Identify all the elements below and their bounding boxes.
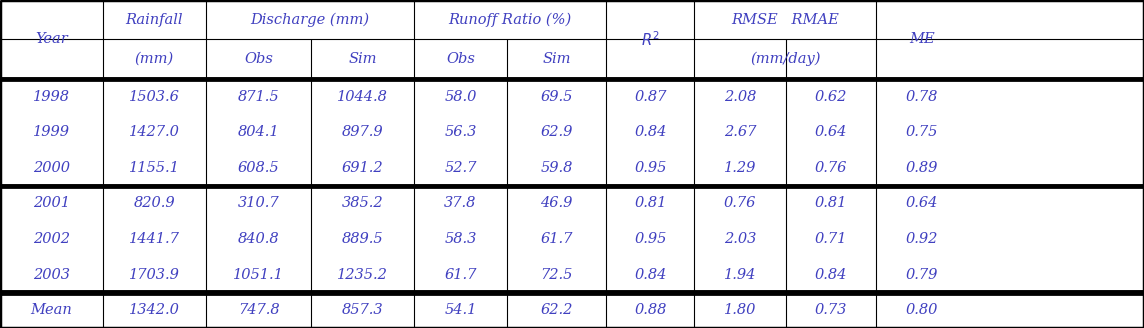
Text: 0.89: 0.89: [906, 161, 938, 175]
Text: 54.1: 54.1: [444, 303, 477, 317]
Text: Runoff Ratio (%): Runoff Ratio (%): [448, 12, 572, 27]
Text: 385.2: 385.2: [342, 196, 383, 210]
Text: Sim: Sim: [542, 52, 571, 66]
Text: 0.84: 0.84: [634, 125, 667, 139]
Text: 0.79: 0.79: [906, 268, 938, 281]
Text: Obs: Obs: [244, 52, 273, 66]
Text: 52.7: 52.7: [444, 161, 477, 175]
Text: 1441.7: 1441.7: [129, 232, 180, 246]
Text: 58.0: 58.0: [444, 90, 477, 104]
Text: 0.84: 0.84: [634, 268, 667, 281]
Text: 1998: 1998: [33, 90, 70, 104]
Text: Sim: Sim: [349, 52, 376, 66]
Text: 871.5: 871.5: [238, 90, 279, 104]
Text: 0.75: 0.75: [906, 125, 938, 139]
Text: 69.5: 69.5: [540, 90, 573, 104]
Text: 1235.2: 1235.2: [337, 268, 388, 281]
Text: 0.76: 0.76: [815, 161, 848, 175]
Text: 897.9: 897.9: [342, 125, 383, 139]
Text: 2001: 2001: [33, 196, 70, 210]
Text: 0.84: 0.84: [815, 268, 848, 281]
Text: 1503.6: 1503.6: [129, 90, 180, 104]
Text: Discharge (mm): Discharge (mm): [251, 12, 370, 27]
Text: 0.81: 0.81: [815, 196, 848, 210]
Text: 56.3: 56.3: [444, 125, 477, 139]
Text: 0.73: 0.73: [815, 303, 848, 317]
Text: 0.87: 0.87: [634, 90, 667, 104]
Text: 59.8: 59.8: [540, 161, 573, 175]
Text: 58.3: 58.3: [444, 232, 477, 246]
Text: 2000: 2000: [33, 161, 70, 175]
Text: 2003: 2003: [33, 268, 70, 281]
Text: 747.8: 747.8: [238, 303, 279, 317]
Text: (mm/day): (mm/day): [750, 52, 820, 66]
Text: 46.9: 46.9: [540, 196, 573, 210]
Text: 0.64: 0.64: [815, 125, 848, 139]
Text: Rainfall: Rainfall: [126, 13, 183, 27]
Text: 889.5: 889.5: [342, 232, 383, 246]
Text: 608.5: 608.5: [238, 161, 279, 175]
Text: 310.7: 310.7: [238, 196, 279, 210]
Text: 0.92: 0.92: [906, 232, 938, 246]
Text: 0.95: 0.95: [634, 161, 667, 175]
Text: 0.95: 0.95: [634, 232, 667, 246]
Text: 1427.0: 1427.0: [129, 125, 180, 139]
Text: 0.81: 0.81: [634, 196, 667, 210]
Text: 0.78: 0.78: [906, 90, 938, 104]
Text: 61.7: 61.7: [444, 268, 477, 281]
Text: 1703.9: 1703.9: [129, 268, 180, 281]
Text: 0.62: 0.62: [815, 90, 848, 104]
Text: 62.9: 62.9: [540, 125, 573, 139]
Text: RMSE   RMAE: RMSE RMAE: [731, 13, 840, 27]
Text: 691.2: 691.2: [342, 161, 383, 175]
Text: $R^2$: $R^2$: [641, 30, 660, 49]
Text: Obs: Obs: [446, 52, 475, 66]
Text: Mean: Mean: [31, 303, 72, 317]
Text: 2002: 2002: [33, 232, 70, 246]
Text: 1051.1: 1051.1: [233, 268, 284, 281]
Text: 0.80: 0.80: [906, 303, 938, 317]
Text: Year: Year: [35, 32, 67, 46]
Text: 2.67: 2.67: [724, 125, 756, 139]
Text: 857.3: 857.3: [342, 303, 383, 317]
Text: 0.76: 0.76: [724, 196, 756, 210]
Text: 1.80: 1.80: [724, 303, 756, 317]
Text: 37.8: 37.8: [444, 196, 477, 210]
Text: ME: ME: [909, 32, 935, 46]
Text: 804.1: 804.1: [238, 125, 279, 139]
Text: 62.2: 62.2: [540, 303, 573, 317]
Text: 61.7: 61.7: [540, 232, 573, 246]
Text: 1.29: 1.29: [724, 161, 756, 175]
Text: (mm): (mm): [135, 52, 174, 66]
Text: 840.8: 840.8: [238, 232, 279, 246]
Text: 2.08: 2.08: [724, 90, 756, 104]
Text: 820.9: 820.9: [134, 196, 175, 210]
Text: 1044.8: 1044.8: [337, 90, 388, 104]
Text: 72.5: 72.5: [540, 268, 573, 281]
Text: 0.64: 0.64: [906, 196, 938, 210]
Text: 0.71: 0.71: [815, 232, 848, 246]
Text: 0.88: 0.88: [634, 303, 667, 317]
Text: 1155.1: 1155.1: [129, 161, 180, 175]
Text: 2.03: 2.03: [724, 232, 756, 246]
Text: 1999: 1999: [33, 125, 70, 139]
Text: 1342.0: 1342.0: [129, 303, 180, 317]
Text: 1.94: 1.94: [724, 268, 756, 281]
